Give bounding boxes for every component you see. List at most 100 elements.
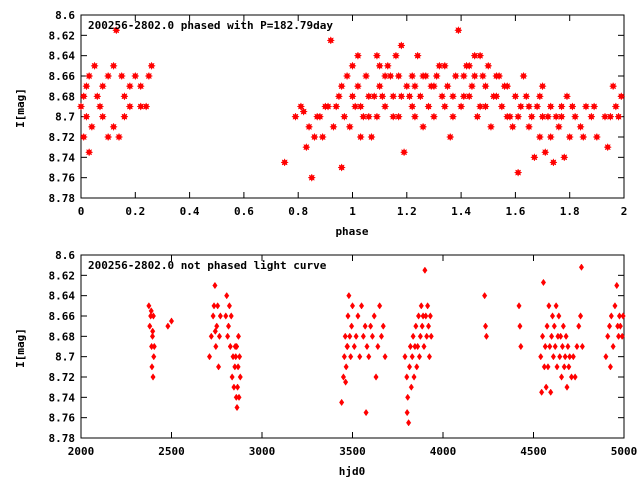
top-x-tick-label: 2 <box>621 205 628 218</box>
bottom-data-point <box>213 342 219 351</box>
top-data-point <box>568 102 577 111</box>
bottom-data-point <box>409 353 415 361</box>
bottom-data-point <box>360 332 366 340</box>
top-data-point <box>405 92 414 101</box>
bottom-data-point <box>411 373 417 381</box>
top-data-point <box>492 92 501 101</box>
bottom-data-point <box>345 312 351 320</box>
top-data-point <box>391 51 401 60</box>
bottom-y-axis-label: I[mag] <box>14 328 27 368</box>
top-data-point <box>125 102 135 111</box>
top-data-point <box>535 92 545 101</box>
bottom-data-point <box>547 342 553 351</box>
top-data-point <box>388 92 398 101</box>
bottom-x-tick-label: 3500 <box>339 445 366 458</box>
top-data-point <box>397 41 406 50</box>
top-data-point <box>397 92 406 101</box>
bottom-data-point <box>422 266 428 274</box>
top-data-point <box>581 102 591 111</box>
top-data-point <box>464 61 474 71</box>
top-data-point <box>600 112 610 121</box>
top-data-point <box>407 71 417 81</box>
top-data-point <box>90 61 99 71</box>
bottom-data-point <box>570 353 576 361</box>
top-data-point <box>375 81 384 91</box>
top-data-point <box>565 132 574 142</box>
top-data-point <box>348 61 357 71</box>
bottom-data-point <box>565 342 571 351</box>
bottom-data-point <box>617 322 623 330</box>
top-data-point <box>497 102 507 111</box>
top-data-point <box>103 71 113 81</box>
top-data-point <box>617 92 626 101</box>
bottom-data-point <box>346 292 352 300</box>
top-data-point <box>310 132 319 142</box>
bottom-data-point <box>347 332 353 340</box>
bottom-data-point <box>344 342 350 351</box>
top-data-point <box>486 122 496 132</box>
top-data-point <box>478 71 488 81</box>
top-x-tick-label: 0.2 <box>125 205 145 218</box>
bottom-data-point <box>567 353 573 361</box>
top-data-point <box>418 122 428 132</box>
top-x-tick-label: 0 <box>78 205 85 218</box>
top-data-point <box>603 142 612 152</box>
top-data-point <box>375 61 384 71</box>
bottom-data-point <box>538 353 544 361</box>
bottom-data-point <box>375 342 381 351</box>
bottom-y-tick-label: 8.76 <box>49 412 76 425</box>
top-y-tick-label: 8.6 <box>55 9 75 22</box>
bottom-data-point <box>574 342 580 351</box>
top-data-point <box>429 112 439 121</box>
top-data-point <box>136 102 145 111</box>
top-data-point <box>84 71 94 81</box>
bottom-data-point <box>149 332 156 340</box>
top-data-point <box>481 102 490 111</box>
bottom-data-point <box>150 327 156 335</box>
top-data-point <box>440 102 450 111</box>
bottom-data-point <box>426 353 432 361</box>
bottom-data-point <box>373 373 379 381</box>
bottom-data-point <box>564 383 570 391</box>
bottom-data-point <box>557 353 563 361</box>
bottom-data-point <box>542 342 548 351</box>
top-data-point <box>589 102 599 111</box>
bottom-data-point <box>234 403 240 412</box>
bottom-data-point <box>619 332 625 340</box>
top-data-point <box>554 122 564 132</box>
bottom-data-point <box>540 278 547 287</box>
top-data-point <box>84 148 94 157</box>
top-y-tick-label: 8.74 <box>49 151 76 164</box>
bottom-data-point <box>546 302 552 310</box>
top-data-point <box>318 132 327 142</box>
bottom-data-point <box>404 408 410 417</box>
bottom-data-point <box>235 383 241 391</box>
top-y-tick-label: 8.66 <box>49 70 76 83</box>
top-x-tick-label: 0.8 <box>288 205 308 218</box>
top-data-point <box>356 102 365 111</box>
top-data-point <box>378 92 387 101</box>
top-data-point <box>98 81 107 91</box>
top-data-point <box>120 92 129 101</box>
top-y-axis-label: I[mag] <box>14 88 27 128</box>
top-data-point <box>348 92 357 101</box>
bottom-data-point <box>223 312 229 320</box>
top-data-point <box>576 122 585 132</box>
bottom-data-point <box>562 353 568 361</box>
top-data-point <box>280 158 289 167</box>
top-data-point <box>356 132 365 142</box>
bottom-data-point <box>340 373 346 381</box>
bottom-data-point <box>610 342 616 351</box>
bottom-data-point <box>216 363 222 371</box>
top-data-point <box>380 71 390 81</box>
bottom-data-point <box>366 353 372 361</box>
top-data-point <box>551 112 561 121</box>
top-data-point <box>459 71 469 81</box>
bottom-x-tick-label: 5000 <box>611 445 638 458</box>
bottom-data-point <box>518 342 524 351</box>
bottom-y-tick-label: 8.62 <box>49 269 76 282</box>
top-data-point <box>508 122 517 132</box>
top-data-point <box>503 112 512 121</box>
top-data-point <box>369 92 379 101</box>
bottom-data-point <box>206 353 213 361</box>
